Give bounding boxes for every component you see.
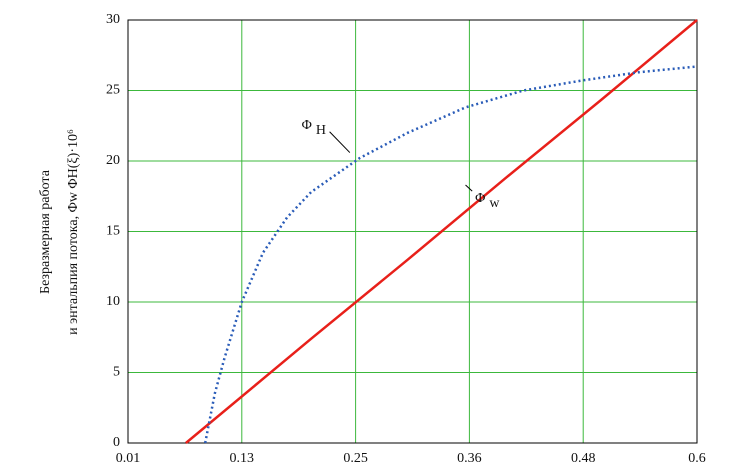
y-tick-label: 30 xyxy=(106,12,120,27)
x-tick-label: 0.36 xyxy=(457,451,482,466)
y-axis-label: Безразмерная работа xyxy=(38,169,53,294)
x-tick-label: 0.25 xyxy=(343,451,368,466)
annotation-subscript: w xyxy=(489,196,500,211)
y-tick-label: 0 xyxy=(113,435,120,450)
y-tick-label: 10 xyxy=(106,294,120,309)
y-tick-label: 20 xyxy=(106,153,120,168)
line-series xyxy=(185,19,698,444)
x-tick-label: 0.6 xyxy=(688,451,706,466)
line-series xyxy=(203,65,698,444)
y-axis-label: и энтальпия потока, Φw ΦH(ξ)·10⁶ xyxy=(66,129,81,335)
y-tick-label: 25 xyxy=(106,83,120,98)
annotation-symbol: Φ xyxy=(302,118,312,133)
annotation-leader xyxy=(329,131,351,153)
y-tick-label: 5 xyxy=(113,365,120,380)
plot-frame xyxy=(127,19,698,444)
x-tick-label: 0.48 xyxy=(571,451,596,466)
x-tick-label: 0.13 xyxy=(230,451,255,466)
annotation-symbol: Φ xyxy=(475,191,485,206)
y-tick-label: 15 xyxy=(106,224,120,239)
x-tick-label: 0.01 xyxy=(116,451,141,466)
annotation-subscript: H xyxy=(316,123,326,138)
annotation-leader xyxy=(465,184,473,192)
